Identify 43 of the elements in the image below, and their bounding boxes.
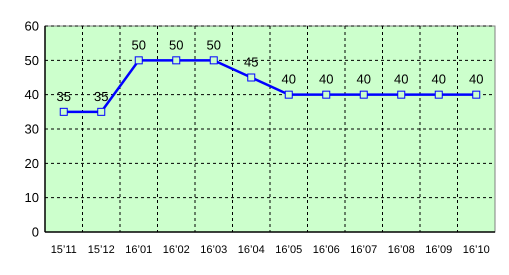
point [134, 56, 143, 64]
data-label: 40 [469, 72, 484, 87]
point [210, 56, 218, 64]
point [172, 56, 180, 64]
data-label: 40 [356, 72, 371, 87]
point [284, 90, 293, 99]
data-label: 50 [169, 37, 184, 52]
y-tick-label: 40 [24, 87, 39, 102]
data-label: 40 [432, 72, 446, 87]
data-label: 50 [206, 37, 221, 52]
point [247, 74, 256, 82]
x-tick-label: 15’12 [88, 244, 115, 256]
data-label: 40 [319, 72, 334, 87]
y-tick-label: 0 [32, 224, 39, 240]
x-tick-label: 16’08 [388, 244, 415, 256]
point [434, 90, 443, 99]
data-label: 45 [244, 54, 258, 70]
data-label: 35 [56, 88, 71, 104]
x-tick-label: 16’04 [238, 244, 265, 256]
x-tick-label: 16’07 [350, 244, 378, 256]
y-tick-label: 60 [24, 18, 39, 34]
point [360, 90, 368, 99]
point [97, 108, 106, 116]
x-tick-label: 16’05 [275, 244, 302, 256]
x-tick-label: 16’01 [125, 244, 152, 256]
x-tick-label: 15’11 [50, 244, 77, 256]
x-tick-label: 16’10 [462, 244, 490, 256]
y-tick-label: 20 [24, 156, 39, 171]
y-tick-label: 10 [24, 190, 39, 206]
y-tick-label: 30 [24, 122, 39, 137]
data-label: 50 [132, 37, 146, 52]
x-tick-label: 16’09 [425, 244, 452, 256]
point [397, 90, 406, 99]
point [322, 90, 330, 99]
y-tick-label: 50 [24, 52, 39, 68]
point [472, 90, 480, 99]
x-tick-label: 16’03 [200, 244, 228, 256]
x-tick-label: 16’02 [162, 244, 190, 256]
x-tick-label: 16’06 [312, 244, 340, 256]
data-label: 40 [394, 72, 408, 87]
data-label: 40 [282, 72, 296, 87]
data-label: 35 [94, 88, 108, 104]
point [60, 108, 68, 116]
